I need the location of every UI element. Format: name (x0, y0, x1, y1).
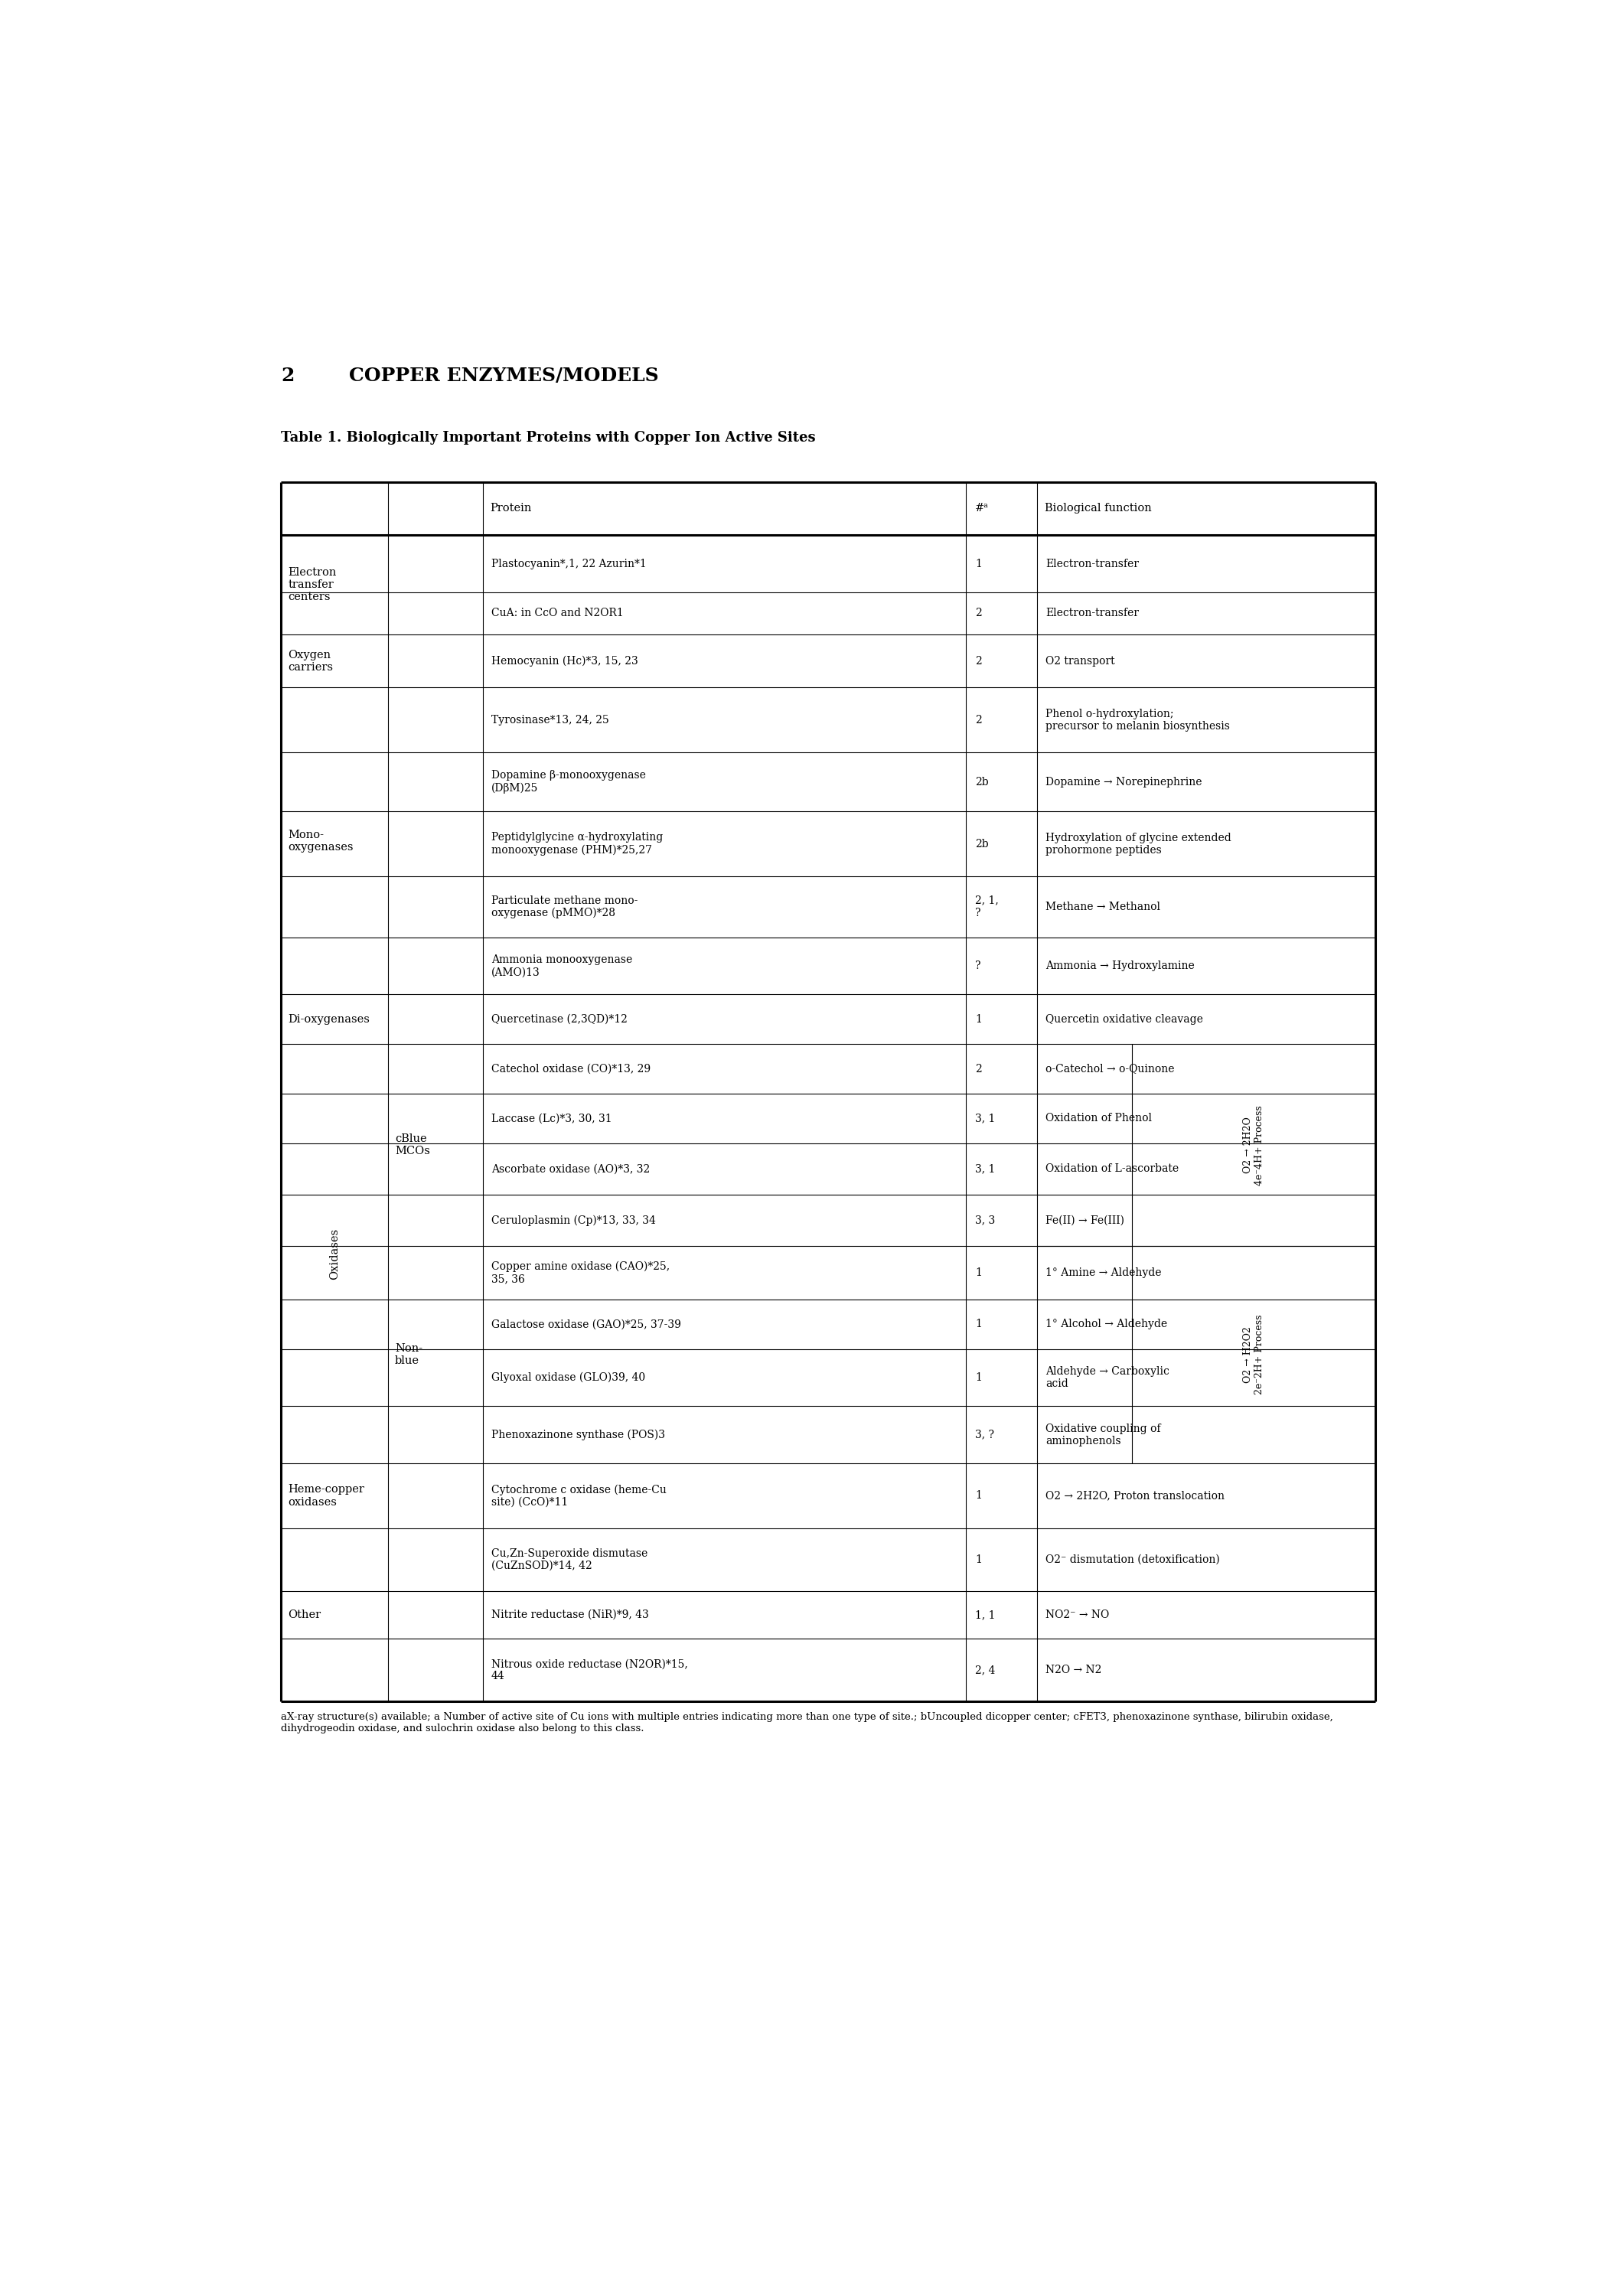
Text: cBlue
MCOs: cBlue MCOs (396, 1134, 429, 1157)
Text: COPPER ENZYMES/MODELS: COPPER ENZYMES/MODELS (349, 367, 659, 386)
Text: 2: 2 (974, 714, 982, 726)
Text: O2⁻ dismutation (detoxification): O2⁻ dismutation (detoxification) (1045, 1554, 1220, 1566)
Text: Electron-transfer: Electron-transfer (1045, 608, 1138, 618)
Text: Copper amine oxidase (CAO)*25,
35, 36: Copper amine oxidase (CAO)*25, 35, 36 (490, 1261, 669, 1283)
Text: 1: 1 (974, 558, 982, 569)
Text: 1: 1 (974, 1490, 982, 1502)
Text: Table 1. Biologically Important Proteins with Copper Ion Active Sites: Table 1. Biologically Important Proteins… (281, 432, 815, 445)
Text: Plastocyanin*,1, 22 Azurin*1: Plastocyanin*,1, 22 Azurin*1 (490, 558, 646, 569)
Text: 1: 1 (974, 1267, 982, 1279)
Text: Laccase (Lc)*3, 30, 31: Laccase (Lc)*3, 30, 31 (490, 1114, 611, 1123)
Text: Non-
blue: Non- blue (396, 1343, 423, 1366)
Text: Hemocyanin (Hc)*3, 15, 23: Hemocyanin (Hc)*3, 15, 23 (490, 654, 638, 666)
Text: 2, 4: 2, 4 (974, 1665, 995, 1676)
Text: Other: Other (288, 1609, 322, 1621)
Text: 1: 1 (974, 1373, 982, 1382)
Text: 3, 3: 3, 3 (974, 1215, 995, 1226)
Text: O2 → H2O2
2e⁻2H+ Process: O2 → H2O2 2e⁻2H+ Process (1243, 1316, 1264, 1394)
Text: Mono-
oxygenases: Mono- oxygenases (288, 829, 354, 852)
Text: Biological function: Biological function (1045, 503, 1151, 514)
Text: Nitrite reductase (NiR)*9, 43: Nitrite reductase (NiR)*9, 43 (490, 1609, 648, 1621)
Text: 2: 2 (974, 657, 982, 666)
Text: Protein: Protein (490, 503, 532, 514)
Text: 1: 1 (974, 1318, 982, 1329)
Text: 2: 2 (281, 367, 294, 386)
Text: ?: ? (974, 960, 981, 971)
Text: Glyoxal oxidase (GLO)39, 40: Glyoxal oxidase (GLO)39, 40 (490, 1373, 645, 1382)
Text: 1, 1: 1, 1 (974, 1609, 995, 1621)
Text: Oxidases: Oxidases (330, 1228, 339, 1279)
Text: Nitrous oxide reductase (N2OR)*15,
44: Nitrous oxide reductase (N2OR)*15, 44 (490, 1658, 688, 1681)
Text: N2O → N2: N2O → N2 (1045, 1665, 1101, 1676)
Text: Oxidation of Phenol: Oxidation of Phenol (1045, 1114, 1151, 1123)
Text: 3, ?: 3, ? (974, 1430, 994, 1440)
Text: O2 → 2H2O
4e⁻4H+ Process: O2 → 2H2O 4e⁻4H+ Process (1243, 1104, 1264, 1185)
Text: Oxygen
carriers: Oxygen carriers (288, 650, 333, 673)
Text: Tyrosinase*13, 24, 25: Tyrosinase*13, 24, 25 (490, 714, 609, 726)
Text: Phenoxazinone synthase (POS)3: Phenoxazinone synthase (POS)3 (490, 1430, 664, 1440)
Text: Oxidative coupling of
aminophenols: Oxidative coupling of aminophenols (1045, 1424, 1161, 1446)
Text: Peptidylglycine α-hydroxylating
monooxygenase (PHM)*25,27: Peptidylglycine α-hydroxylating monooxyg… (490, 831, 662, 856)
Text: O2 → 2H2O, Proton translocation: O2 → 2H2O, Proton translocation (1045, 1490, 1225, 1502)
Text: Aldehyde → Carboxylic
acid: Aldehyde → Carboxylic acid (1045, 1366, 1169, 1389)
Text: Dopamine → Norepinephrine: Dopamine → Norepinephrine (1045, 776, 1203, 788)
Text: Particulate methane mono-
oxygenase (pMMO)*28: Particulate methane mono- oxygenase (pMM… (490, 895, 637, 918)
Text: Di-oxygenases: Di-oxygenases (288, 1015, 370, 1024)
Text: Oxidation of L-ascorbate: Oxidation of L-ascorbate (1045, 1164, 1179, 1173)
Text: o-Catechol → o-Quinone: o-Catechol → o-Quinone (1045, 1063, 1174, 1075)
Text: aX-ray structure(s) available; a Number of active site of Cu ions with multiple : aX-ray structure(s) available; a Number … (281, 1713, 1333, 1733)
Text: 2: 2 (974, 1063, 982, 1075)
Text: Quercetinase (2,3QD)*12: Quercetinase (2,3QD)*12 (490, 1015, 627, 1024)
Text: 1° Alcohol → Aldehyde: 1° Alcohol → Aldehyde (1045, 1318, 1167, 1329)
Text: Catechol oxidase (CO)*13, 29: Catechol oxidase (CO)*13, 29 (490, 1063, 650, 1075)
Text: Dopamine β-monooxygenase
(DβM)25: Dopamine β-monooxygenase (DβM)25 (490, 769, 645, 794)
Text: Fe(II) → Fe(III): Fe(II) → Fe(III) (1045, 1215, 1124, 1226)
Text: Methane → Methanol: Methane → Methanol (1045, 902, 1161, 912)
Text: Quercetin oxidative cleavage: Quercetin oxidative cleavage (1045, 1015, 1203, 1024)
Text: 3, 1: 3, 1 (974, 1164, 995, 1173)
Text: Cu,Zn-Superoxide dismutase
(CuZnSOD)*14, 42: Cu,Zn-Superoxide dismutase (CuZnSOD)*14,… (490, 1548, 648, 1570)
Text: CuA: in CcO and N2OR1: CuA: in CcO and N2OR1 (490, 608, 624, 618)
Text: Electron
transfer
centers: Electron transfer centers (288, 567, 336, 602)
Text: Hydroxylation of glycine extended
prohormone peptides: Hydroxylation of glycine extended prohor… (1045, 833, 1232, 856)
Text: 2, 1,
?: 2, 1, ? (974, 895, 999, 918)
Text: 1° Amine → Aldehyde: 1° Amine → Aldehyde (1045, 1267, 1161, 1279)
Text: Electron-transfer: Electron-transfer (1045, 558, 1138, 569)
Text: Ammonia monooxygenase
(AMO)13: Ammonia monooxygenase (AMO)13 (490, 955, 632, 978)
Text: 3, 1: 3, 1 (974, 1114, 995, 1123)
Text: Phenol o-hydroxylation;
precursor to melanin biosynthesis: Phenol o-hydroxylation; precursor to mel… (1045, 709, 1230, 732)
Text: Heme-copper
oxidases: Heme-copper oxidases (288, 1483, 365, 1508)
Text: Galactose oxidase (GAO)*25, 37-39: Galactose oxidase (GAO)*25, 37-39 (490, 1318, 680, 1329)
Text: 2: 2 (974, 608, 982, 618)
Text: #ᵃ: #ᵃ (974, 503, 989, 514)
Text: Cytochrome c oxidase (heme-Cu
site) (CcO)*11: Cytochrome c oxidase (heme-Cu site) (CcO… (490, 1483, 666, 1508)
Text: NO2⁻ → NO: NO2⁻ → NO (1045, 1609, 1110, 1621)
Text: 2b: 2b (974, 838, 989, 850)
Text: 2b: 2b (974, 776, 989, 788)
Text: Ammonia → Hydroxylamine: Ammonia → Hydroxylamine (1045, 960, 1195, 971)
Text: 1: 1 (974, 1015, 982, 1024)
Text: Ascorbate oxidase (AO)*3, 32: Ascorbate oxidase (AO)*3, 32 (490, 1164, 650, 1173)
Text: O2 transport: O2 transport (1045, 657, 1114, 666)
Text: 1: 1 (974, 1554, 982, 1566)
Text: Ceruloplasmin (Cp)*13, 33, 34: Ceruloplasmin (Cp)*13, 33, 34 (490, 1215, 656, 1226)
